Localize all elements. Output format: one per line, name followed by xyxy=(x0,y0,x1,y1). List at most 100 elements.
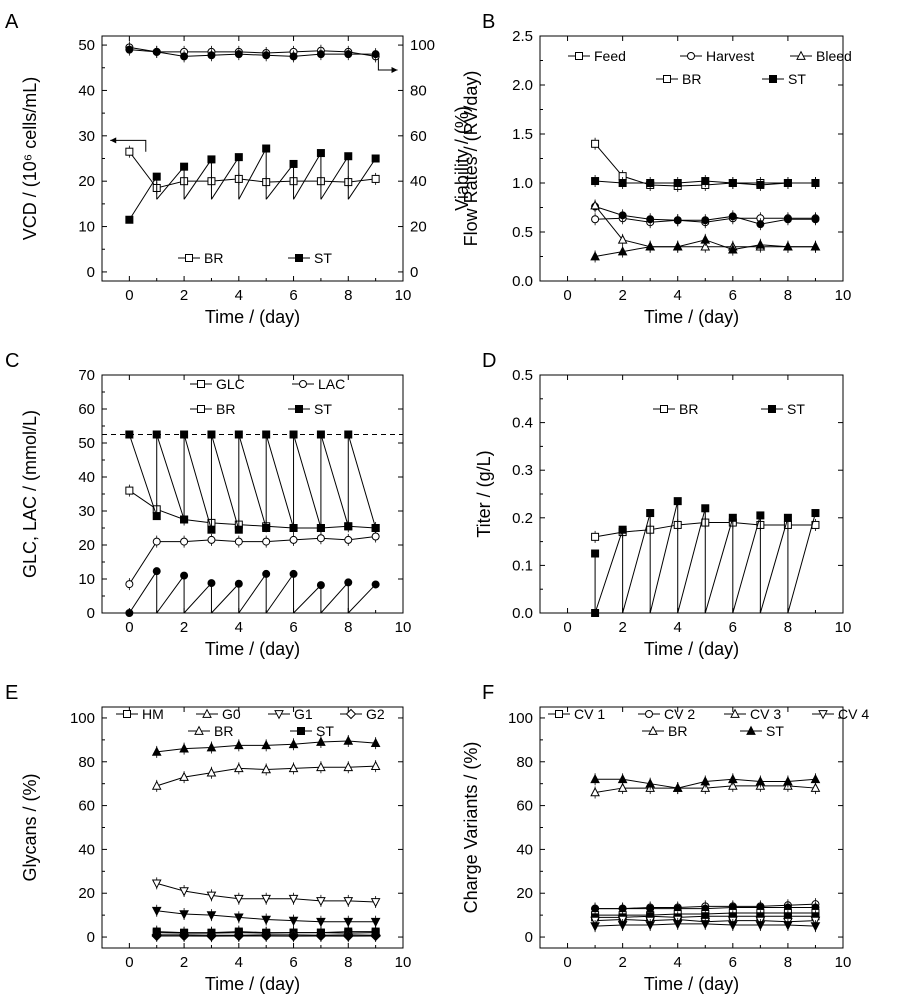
series-glc-br xyxy=(125,484,380,534)
data-point xyxy=(617,773,628,784)
series-lac-st xyxy=(125,567,380,617)
data-point xyxy=(343,735,354,745)
panel-letter: E xyxy=(5,682,18,704)
series-br-vcd xyxy=(125,145,380,194)
data-point xyxy=(590,773,600,784)
legend-marker xyxy=(295,254,303,262)
data-point xyxy=(343,917,354,928)
x-tick-label: 10 xyxy=(395,619,412,636)
data-point xyxy=(262,430,271,439)
x-tick-label: 6 xyxy=(729,619,737,636)
x-tick-label: 6 xyxy=(289,287,297,304)
legend-marker xyxy=(197,405,205,413)
data-point xyxy=(125,580,134,589)
data-point xyxy=(288,930,299,942)
x-tick-label: 10 xyxy=(395,954,412,971)
legend-marker xyxy=(730,708,740,718)
data-point xyxy=(206,911,217,921)
x-tick-label: 0 xyxy=(563,287,571,304)
y-tick-label: 30 xyxy=(78,503,95,520)
y-tick-label: 0 xyxy=(87,264,95,281)
x-axis-label: Time / (day) xyxy=(205,974,300,994)
data-point xyxy=(727,780,738,790)
data-point xyxy=(673,497,682,506)
data-point xyxy=(316,581,325,590)
y-axis-label: GLC, LAC / (mmol/L) xyxy=(20,410,40,578)
series-br-viability xyxy=(125,41,380,63)
data-point xyxy=(288,894,299,905)
data-point xyxy=(261,739,272,750)
legend-label: BR xyxy=(204,250,223,266)
data-point xyxy=(206,742,217,752)
legend-marker xyxy=(297,727,305,735)
legend-label: ST xyxy=(788,71,806,87)
data-point xyxy=(811,179,820,187)
data-point xyxy=(207,579,216,588)
y-tick-label: 40 xyxy=(78,82,95,99)
y-tick-label: 0.0 xyxy=(512,273,533,290)
data-point xyxy=(673,216,682,225)
data-point xyxy=(591,139,600,148)
data-point xyxy=(316,736,326,746)
series-line xyxy=(128,148,377,221)
series-line xyxy=(129,49,376,57)
x-tick-label: 4 xyxy=(235,954,243,971)
data-point xyxy=(179,771,189,781)
data-point xyxy=(810,773,821,784)
data-point xyxy=(783,513,792,522)
data-point xyxy=(810,922,821,932)
data-point xyxy=(207,155,216,164)
x-tick-label: 0 xyxy=(125,287,133,304)
data-point xyxy=(700,782,711,792)
y-tick-label: 60 xyxy=(78,401,95,418)
data-point xyxy=(260,930,272,942)
data-point xyxy=(152,430,161,439)
legend-label: HM xyxy=(142,706,164,722)
y-tick-label: 20 xyxy=(78,173,95,190)
data-point xyxy=(125,430,134,439)
data-point xyxy=(262,524,271,532)
legend-marker xyxy=(648,725,658,735)
x-axis-label: Time / (day) xyxy=(644,307,739,327)
data-point xyxy=(179,743,189,753)
x-tick-label: 10 xyxy=(395,287,412,304)
legend: GLC LAC BR ST xyxy=(190,376,345,417)
x-tick-label: 2 xyxy=(618,287,626,304)
data-point xyxy=(618,179,627,187)
legend-label: GLC xyxy=(216,376,245,392)
data-point xyxy=(755,239,766,249)
legend-label: BR xyxy=(682,71,701,87)
data-point xyxy=(700,234,711,244)
data-point xyxy=(206,930,217,942)
series-lac-br xyxy=(125,530,380,591)
legend-label: Harvest xyxy=(706,48,754,64)
data-point xyxy=(152,567,161,576)
data-point xyxy=(811,509,820,518)
legend-label: ST xyxy=(316,723,334,739)
x-tick-label: 4 xyxy=(674,619,682,636)
legend-label: Bleed xyxy=(816,48,852,64)
data-point xyxy=(646,179,655,187)
data-point xyxy=(262,144,271,153)
data-point xyxy=(151,930,162,942)
data-point xyxy=(645,921,656,931)
data-point xyxy=(289,430,298,439)
data-point xyxy=(728,513,737,522)
x-axis-label: Time / (day) xyxy=(644,974,739,994)
y-tick-label: 0.5 xyxy=(512,367,533,384)
series-line xyxy=(128,536,376,585)
y-tick-label: 80 xyxy=(516,754,533,771)
data-point xyxy=(179,887,189,897)
panel-letter: A xyxy=(5,11,19,33)
data-point xyxy=(618,525,627,534)
panel-letter: C xyxy=(5,350,19,372)
data-point xyxy=(370,898,381,908)
data-point xyxy=(125,215,134,224)
x-tick-label: 6 xyxy=(289,619,297,636)
data-point xyxy=(233,739,244,750)
data-point xyxy=(288,762,299,773)
x-tick-label: 2 xyxy=(180,954,188,971)
data-point xyxy=(672,920,683,930)
data-point xyxy=(370,737,381,747)
legend: Feed Harvest Bleed BR ST xyxy=(568,48,852,87)
